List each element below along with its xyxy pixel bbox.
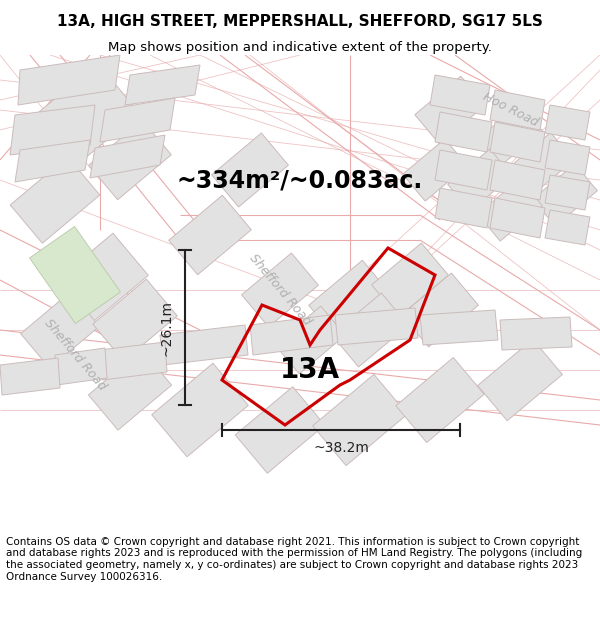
Polygon shape — [478, 339, 562, 421]
Polygon shape — [545, 210, 590, 245]
Polygon shape — [430, 75, 490, 115]
Polygon shape — [21, 63, 139, 177]
Text: ~38.2m: ~38.2m — [313, 441, 369, 455]
Polygon shape — [415, 76, 485, 144]
Polygon shape — [52, 233, 148, 327]
Polygon shape — [18, 55, 120, 105]
Text: ~334m²/~0.083ac.: ~334m²/~0.083ac. — [177, 168, 423, 192]
Polygon shape — [490, 90, 545, 130]
Polygon shape — [15, 140, 90, 182]
Polygon shape — [420, 310, 498, 345]
Polygon shape — [235, 387, 325, 473]
Text: Shefford Road: Shefford Road — [41, 317, 109, 393]
Polygon shape — [435, 188, 492, 228]
Text: Hoo Road: Hoo Road — [480, 91, 540, 129]
Polygon shape — [275, 306, 345, 374]
Polygon shape — [448, 149, 512, 211]
Polygon shape — [545, 140, 590, 175]
Polygon shape — [212, 133, 289, 207]
Polygon shape — [490, 160, 545, 200]
Polygon shape — [169, 195, 251, 275]
Text: Contains OS data © Crown copyright and database right 2021. This information is : Contains OS data © Crown copyright and d… — [6, 537, 582, 582]
Polygon shape — [55, 348, 107, 385]
Polygon shape — [332, 293, 409, 367]
Polygon shape — [533, 164, 598, 226]
Polygon shape — [335, 308, 418, 345]
Polygon shape — [242, 253, 319, 327]
Polygon shape — [10, 105, 95, 155]
Text: Shefford Road: Shefford Road — [247, 252, 313, 328]
Polygon shape — [478, 179, 542, 241]
Polygon shape — [506, 132, 574, 198]
Polygon shape — [478, 104, 542, 166]
Text: 13A: 13A — [280, 356, 340, 384]
Polygon shape — [490, 198, 545, 238]
Text: 13A, HIGH STREET, MEPPERSHALL, SHEFFORD, SG17 5LS: 13A, HIGH STREET, MEPPERSHALL, SHEFFORD,… — [57, 14, 543, 29]
Polygon shape — [545, 175, 590, 210]
Polygon shape — [125, 65, 200, 105]
Polygon shape — [100, 98, 175, 142]
Polygon shape — [93, 279, 177, 361]
Polygon shape — [435, 112, 492, 152]
Polygon shape — [0, 358, 60, 395]
Polygon shape — [89, 120, 171, 200]
Polygon shape — [490, 122, 545, 162]
Polygon shape — [100, 342, 167, 380]
Polygon shape — [309, 260, 391, 340]
Polygon shape — [500, 317, 572, 350]
Text: Map shows position and indicative extent of the property.: Map shows position and indicative extent… — [108, 41, 492, 54]
Polygon shape — [88, 350, 172, 430]
Polygon shape — [250, 315, 333, 355]
Polygon shape — [545, 105, 590, 140]
Polygon shape — [435, 150, 492, 190]
Polygon shape — [10, 157, 100, 243]
Polygon shape — [20, 292, 100, 368]
Polygon shape — [396, 357, 484, 442]
Polygon shape — [90, 135, 165, 178]
Polygon shape — [313, 374, 407, 466]
Text: ~26.1m: ~26.1m — [160, 299, 174, 356]
Polygon shape — [29, 226, 121, 324]
Polygon shape — [371, 243, 448, 317]
Polygon shape — [403, 139, 467, 201]
Polygon shape — [152, 363, 248, 457]
Polygon shape — [160, 325, 248, 365]
Polygon shape — [401, 273, 478, 347]
